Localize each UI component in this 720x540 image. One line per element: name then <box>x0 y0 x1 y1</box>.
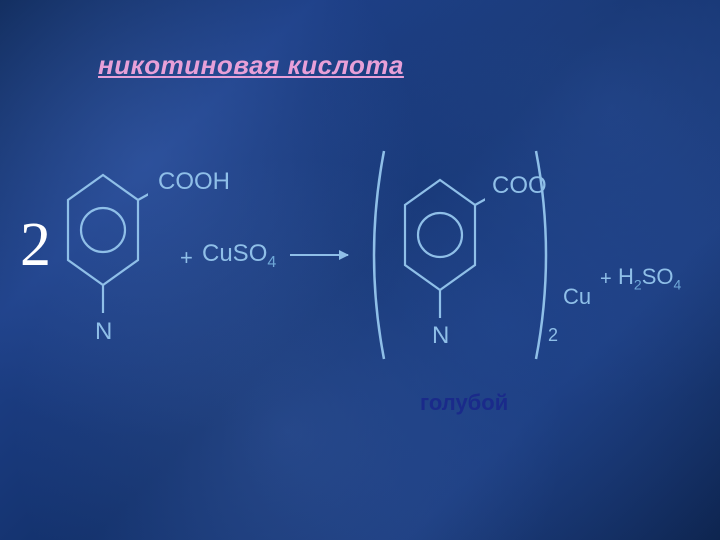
subscript-2: 2 <box>548 325 558 346</box>
right-n-label: N <box>432 322 449 350</box>
coefficient-2: 2 <box>20 210 51 281</box>
left-cooh-label: COOH <box>158 168 230 196</box>
page-title: никотиновая кислота <box>98 50 404 81</box>
right-plus: + <box>600 268 612 291</box>
h2so4-sub2: 2 <box>634 276 642 292</box>
h2so4-label: H2SO4 <box>618 264 681 292</box>
cuso4-label: CuSO4 <box>202 240 276 272</box>
cu-label: Cu <box>563 284 591 310</box>
cuso4-main: CuSO <box>202 240 267 267</box>
left-paren-icon <box>360 145 390 365</box>
right-pyridine-ring <box>395 150 485 350</box>
right-coo-label: COO <box>492 172 547 200</box>
color-caption: голубой <box>420 390 508 416</box>
h2so4-SO: SO <box>642 264 674 289</box>
cuso4-sub4: 4 <box>267 254 276 271</box>
left-pyridine-ring <box>58 145 148 345</box>
reaction-arrow-icon <box>290 254 348 256</box>
h2so4-H: H <box>618 264 634 289</box>
left-n-label: N <box>95 318 112 346</box>
h2so4-sub4: 4 <box>673 276 681 292</box>
left-plus: + <box>180 245 193 271</box>
